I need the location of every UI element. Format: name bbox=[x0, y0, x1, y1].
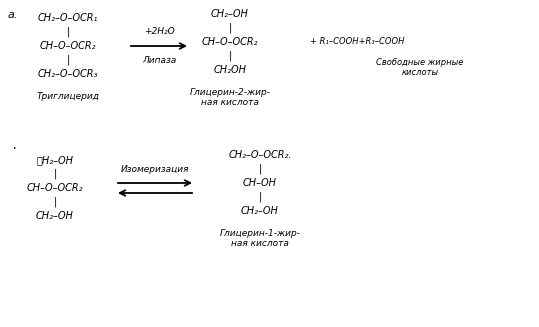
Text: .: . bbox=[12, 138, 16, 152]
Text: CH₂–OH: CH₂–OH bbox=[36, 211, 74, 221]
Text: |: | bbox=[258, 192, 261, 202]
Text: |: | bbox=[53, 197, 57, 207]
Text: CH₂–OH: CH₂–OH bbox=[211, 9, 249, 19]
Text: |: | bbox=[53, 169, 57, 179]
Text: Триглицерид: Триглицерид bbox=[37, 92, 100, 101]
Text: +2H₂O: +2H₂O bbox=[143, 27, 175, 36]
Text: CH–OH: CH–OH bbox=[243, 178, 277, 188]
Text: Глицерин-1-жир-
ная кислота: Глицерин-1-жир- ная кислота bbox=[219, 229, 301, 249]
Text: |: | bbox=[229, 51, 232, 61]
Text: CH–O–OCR₂: CH–O–OCR₂ bbox=[27, 183, 83, 193]
Text: Изомеризация: Изомеризация bbox=[121, 165, 189, 174]
Text: |: | bbox=[66, 27, 70, 37]
Text: |: | bbox=[258, 164, 261, 174]
Text: CH–O–OCR₂: CH–O–OCR₂ bbox=[202, 37, 258, 47]
Text: CH₂–O–OCR₃: CH₂–O–OCR₃ bbox=[38, 69, 98, 79]
Text: CH₂OH: CH₂OH bbox=[213, 65, 246, 75]
Text: + R₁–COOH+R₃–COOH: + R₁–COOH+R₃–COOH bbox=[310, 38, 404, 46]
Text: CH₂–OH: CH₂–OH bbox=[241, 206, 279, 216]
Text: |: | bbox=[66, 55, 70, 65]
Text: CH₂–O–OCR₂.: CH₂–O–OCR₂. bbox=[228, 150, 292, 160]
Text: Липаза: Липаза bbox=[142, 56, 176, 65]
Text: Свободные жирные
кислоты: Свободные жирные кислоты bbox=[376, 58, 464, 77]
Text: |: | bbox=[229, 23, 232, 33]
Text: CH₂–O–OCR₁: CH₂–O–OCR₁ bbox=[38, 13, 98, 23]
Text: CH–O–OCR₂: CH–O–OCR₂ bbox=[40, 41, 96, 51]
Text: Глицерин-2-жир-
ная кислота: Глицерин-2-жир- ная кислота bbox=[190, 88, 271, 107]
Text: ⱸH₂–OH: ⱸH₂–OH bbox=[37, 155, 73, 165]
Text: a.: a. bbox=[8, 10, 18, 20]
